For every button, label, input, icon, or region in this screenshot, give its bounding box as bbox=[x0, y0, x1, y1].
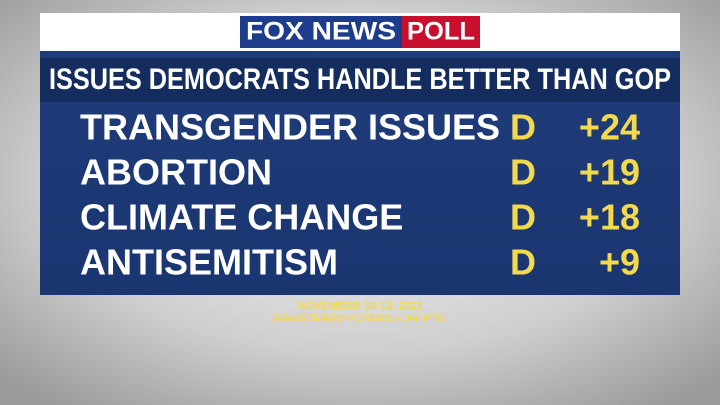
party: D bbox=[510, 152, 536, 193]
margin: +19 bbox=[579, 152, 640, 193]
issue: CLIMATE CHANGE bbox=[80, 197, 403, 238]
footer-dates: NOVEMBER 10-13, 2023 bbox=[297, 300, 422, 312]
brand-box bbox=[240, 16, 402, 48]
party: D bbox=[510, 242, 536, 283]
party: D bbox=[510, 197, 536, 238]
party: D bbox=[510, 107, 536, 148]
title: ISSUES DEMOCRATS HANDLE BETTER THAN GOP bbox=[49, 63, 671, 96]
issue: ANTISEMITISM bbox=[80, 242, 338, 283]
issue: TRANSGENDER ISSUES bbox=[80, 107, 500, 148]
issue: ABORTION bbox=[80, 152, 272, 193]
tag: POLL bbox=[407, 18, 475, 46]
tag-box bbox=[402, 16, 480, 48]
margin: +9 bbox=[599, 242, 640, 283]
title-band bbox=[40, 58, 680, 102]
margin: +18 bbox=[579, 197, 640, 238]
margin: +24 bbox=[579, 107, 640, 148]
footer-sample: REGISTERED VOTERS ± 4% PTS. bbox=[272, 313, 447, 325]
brand: FOX NEWS bbox=[246, 18, 396, 46]
